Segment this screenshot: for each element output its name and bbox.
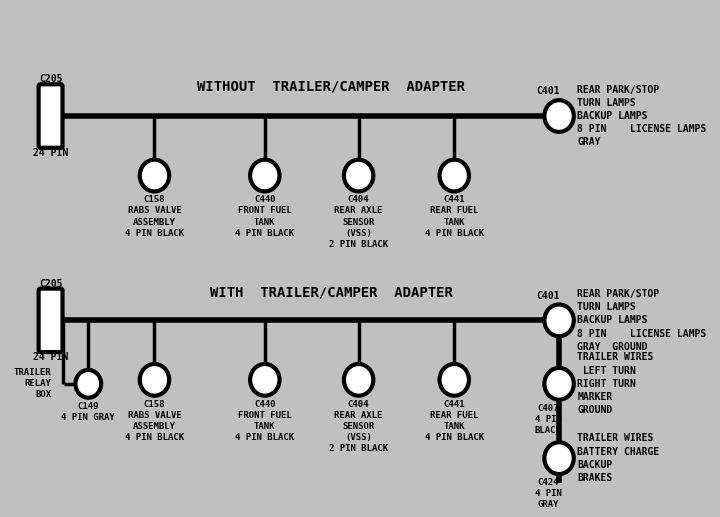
Circle shape: [140, 364, 169, 396]
Text: REAR PARK/STOP
TURN LAMPS
BACKUP LAMPS
8 PIN    LICENSE LAMPS
GRAY  GROUND: REAR PARK/STOP TURN LAMPS BACKUP LAMPS 8…: [577, 289, 707, 352]
Circle shape: [250, 364, 279, 396]
Text: TRAILER WIRES
BATTERY CHARGE
BACKUP
BRAKES: TRAILER WIRES BATTERY CHARGE BACKUP BRAK…: [577, 433, 660, 483]
Text: C401: C401: [536, 291, 559, 300]
Text: C401: C401: [536, 86, 559, 96]
Text: 24 PIN: 24 PIN: [33, 352, 68, 362]
Circle shape: [544, 305, 574, 336]
Text: C158
RABS VALVE
ASSEMBLY
4 PIN BLACK: C158 RABS VALVE ASSEMBLY 4 PIN BLACK: [125, 195, 184, 238]
Text: C424
4 PIN
GRAY: C424 4 PIN GRAY: [534, 478, 562, 509]
Circle shape: [544, 443, 574, 474]
Text: C440
FRONT FUEL
TANK
4 PIN BLACK: C440 FRONT FUEL TANK 4 PIN BLACK: [235, 195, 294, 238]
Text: 24 PIN: 24 PIN: [33, 148, 68, 158]
Text: C205: C205: [39, 74, 63, 84]
Circle shape: [76, 370, 101, 398]
Text: TRAILER WIRES
 LEFT TURN
RIGHT TURN
MARKER
GROUND: TRAILER WIRES LEFT TURN RIGHT TURN MARKE…: [577, 353, 654, 415]
Circle shape: [544, 100, 574, 132]
Text: REAR PARK/STOP
TURN LAMPS
BACKUP LAMPS
8 PIN    LICENSE LAMPS
GRAY: REAR PARK/STOP TURN LAMPS BACKUP LAMPS 8…: [577, 85, 707, 147]
Circle shape: [439, 160, 469, 191]
Text: C158
RABS VALVE
ASSEMBLY
4 PIN BLACK: C158 RABS VALVE ASSEMBLY 4 PIN BLACK: [125, 400, 184, 442]
Circle shape: [250, 160, 279, 191]
Circle shape: [544, 368, 574, 400]
Text: C441
REAR FUEL
TANK
4 PIN BLACK: C441 REAR FUEL TANK 4 PIN BLACK: [425, 195, 484, 238]
Circle shape: [439, 364, 469, 396]
Text: C440
FRONT FUEL
TANK
4 PIN BLACK: C440 FRONT FUEL TANK 4 PIN BLACK: [235, 400, 294, 442]
Text: C441
REAR FUEL
TANK
4 PIN BLACK: C441 REAR FUEL TANK 4 PIN BLACK: [425, 400, 484, 442]
FancyBboxPatch shape: [39, 84, 63, 148]
Text: WITHOUT  TRAILER/CAMPER  ADAPTER: WITHOUT TRAILER/CAMPER ADAPTER: [197, 79, 465, 93]
Text: TRAILER
RELAY
BOX: TRAILER RELAY BOX: [14, 368, 51, 400]
Text: C404
REAR AXLE
SENSOR
(VSS)
2 PIN BLACK: C404 REAR AXLE SENSOR (VSS) 2 PIN BLACK: [329, 400, 388, 453]
Text: C205: C205: [39, 279, 63, 288]
Text: C404
REAR AXLE
SENSOR
(VSS)
2 PIN BLACK: C404 REAR AXLE SENSOR (VSS) 2 PIN BLACK: [329, 195, 388, 249]
Circle shape: [344, 160, 374, 191]
Text: C407
4 PIN
BLACK: C407 4 PIN BLACK: [534, 404, 562, 435]
Text: WITH  TRAILER/CAMPER  ADAPTER: WITH TRAILER/CAMPER ADAPTER: [210, 285, 452, 299]
FancyBboxPatch shape: [39, 288, 63, 352]
Text: C149
4 PIN GRAY: C149 4 PIN GRAY: [61, 402, 115, 422]
Circle shape: [344, 364, 374, 396]
Circle shape: [140, 160, 169, 191]
